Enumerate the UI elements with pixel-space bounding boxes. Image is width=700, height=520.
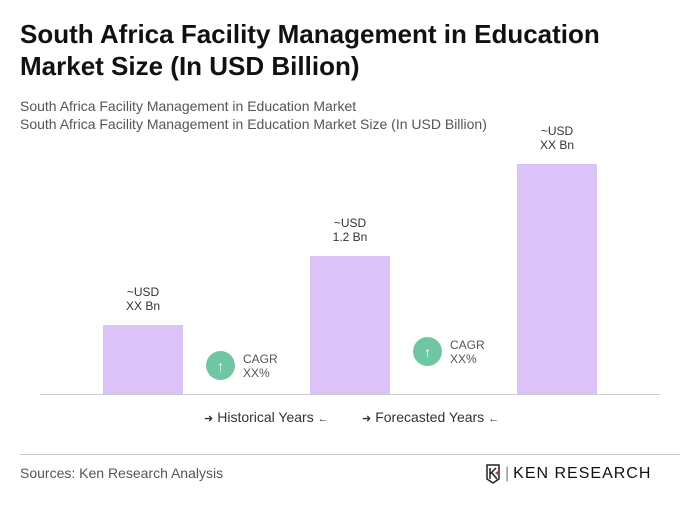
arrow-left-icon: ← bbox=[317, 413, 329, 425]
cagr-value: XX% bbox=[450, 351, 477, 366]
ken-research-logo: | KEN RESEARCH bbox=[486, 464, 651, 484]
logo-text: KEN RESEARCH bbox=[513, 465, 652, 482]
x-axis-line bbox=[40, 394, 660, 395]
page-title: South Africa Facility Management in Educ… bbox=[20, 19, 600, 81]
arrow-right-icon: ➜ bbox=[362, 413, 372, 425]
legend-forecasted: ➜ Forecasted Years ← bbox=[358, 409, 503, 425]
legend-label: Historical Years bbox=[217, 409, 314, 425]
bar-1 bbox=[103, 325, 183, 394]
cagr-value: XX% bbox=[243, 365, 270, 380]
arrow-up-icon: ↑ bbox=[413, 337, 442, 366]
bar-data-label: ~USD XX Bn bbox=[125, 285, 161, 313]
ken-logo-icon bbox=[486, 464, 500, 484]
bar-data-label: ~USD 1.2 Bn bbox=[332, 216, 368, 244]
subtitle-secondary: South Africa Facility Management in Educ… bbox=[20, 116, 487, 132]
sources-text: Sources: Ken Research Analysis bbox=[20, 465, 224, 481]
bar-2 bbox=[310, 256, 390, 394]
cagr-annotation-2: ↑ CAGR XX% bbox=[413, 337, 485, 366]
bar-data-label: ~USD XX Bn bbox=[539, 124, 575, 152]
bar-3 bbox=[517, 164, 597, 394]
cagr-annotation-1: ↑ CAGR XX% bbox=[206, 351, 278, 380]
legend-label: Forecasted Years bbox=[375, 409, 485, 425]
arrow-up-icon: ↑ bbox=[206, 351, 235, 380]
arrow-right-icon: ➜ bbox=[204, 413, 214, 425]
arrow-left-icon: ← bbox=[488, 413, 500, 425]
cagr-label: CAGR bbox=[450, 337, 485, 352]
footer-divider bbox=[20, 454, 680, 455]
subtitle: South Africa Facility Management in Educ… bbox=[20, 98, 357, 114]
legend-historical: ➜ Historical Years ← bbox=[200, 409, 333, 425]
cagr-label: CAGR bbox=[243, 351, 278, 366]
